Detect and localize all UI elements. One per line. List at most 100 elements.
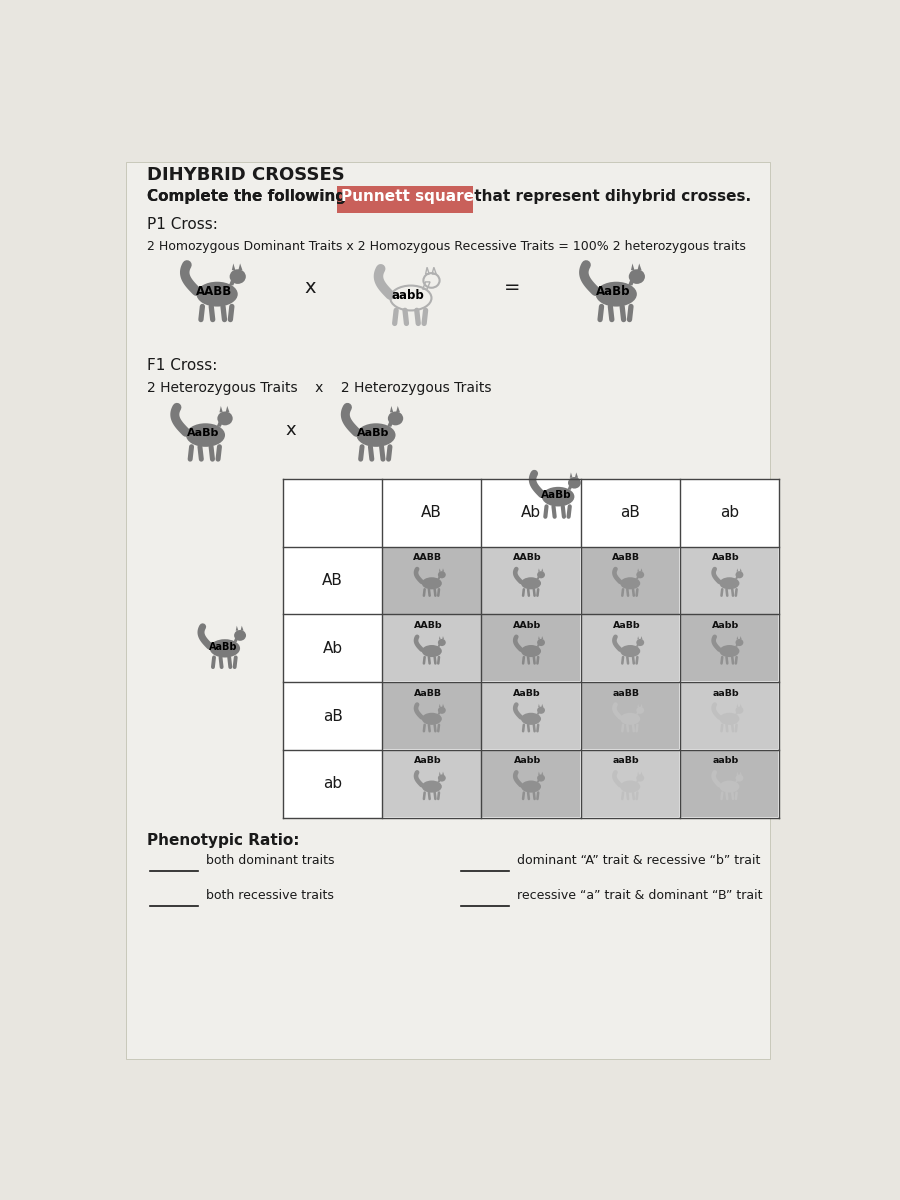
Ellipse shape [521, 713, 541, 725]
Ellipse shape [521, 646, 541, 658]
Text: AaBb: AaBb [209, 642, 237, 652]
Text: ab: ab [720, 505, 739, 521]
Polygon shape [541, 704, 544, 707]
Text: x: x [304, 278, 316, 298]
Polygon shape [736, 704, 738, 707]
Polygon shape [437, 779, 441, 782]
Ellipse shape [620, 577, 640, 589]
Ellipse shape [422, 713, 442, 725]
Polygon shape [226, 406, 230, 413]
Text: 2 Heterozygous Traits    x    2 Heterozygous Traits: 2 Heterozygous Traits x 2 Heterozygous T… [148, 382, 492, 395]
Text: AaBb: AaBb [357, 428, 390, 438]
Polygon shape [234, 636, 239, 642]
Text: AaBB: AaBB [612, 553, 640, 562]
Ellipse shape [735, 638, 743, 646]
Ellipse shape [537, 774, 545, 781]
Polygon shape [437, 643, 441, 647]
Text: Phenotypic Ratio:: Phenotypic Ratio: [148, 833, 300, 848]
Polygon shape [735, 576, 739, 580]
Ellipse shape [422, 780, 442, 793]
Polygon shape [740, 772, 742, 775]
Text: Ab: Ab [521, 505, 541, 521]
Text: x: x [285, 421, 296, 439]
Bar [680, 751, 778, 817]
Polygon shape [631, 264, 634, 270]
Polygon shape [442, 704, 444, 707]
Text: ab: ab [323, 776, 342, 791]
Text: that represent dihybrid crosses.: that represent dihybrid crosses. [469, 188, 751, 204]
Ellipse shape [196, 282, 238, 306]
Polygon shape [541, 569, 544, 571]
Bar [383, 751, 481, 817]
Ellipse shape [636, 774, 644, 781]
Text: Complete the following: Complete the following [148, 188, 352, 204]
Text: aaBb: aaBb [712, 689, 739, 697]
Text: AABB: AABB [196, 286, 232, 299]
Polygon shape [442, 636, 444, 640]
Polygon shape [240, 625, 244, 631]
Polygon shape [439, 569, 441, 571]
FancyBboxPatch shape [337, 186, 473, 214]
Polygon shape [740, 569, 742, 571]
Polygon shape [442, 569, 444, 571]
Polygon shape [439, 772, 441, 775]
Ellipse shape [210, 640, 240, 658]
Polygon shape [735, 779, 739, 782]
Ellipse shape [218, 412, 233, 425]
Polygon shape [636, 710, 640, 714]
Text: Aabb: Aabb [712, 620, 739, 630]
Ellipse shape [537, 571, 545, 578]
Text: AaBb: AaBb [712, 553, 739, 562]
Bar [581, 547, 679, 613]
Text: AB: AB [322, 574, 343, 588]
Bar [283, 479, 779, 817]
Polygon shape [437, 710, 441, 714]
Polygon shape [439, 704, 441, 707]
Text: aabb: aabb [713, 756, 739, 766]
Polygon shape [538, 569, 540, 571]
Text: recessive “a” trait & dominant “B” trait: recessive “a” trait & dominant “B” trait [517, 889, 762, 901]
Text: both dominant traits: both dominant traits [205, 854, 334, 868]
Bar [482, 751, 580, 817]
Polygon shape [536, 779, 540, 782]
Ellipse shape [719, 646, 740, 658]
Ellipse shape [438, 571, 446, 578]
Ellipse shape [735, 774, 743, 781]
Ellipse shape [629, 269, 645, 284]
Bar [383, 616, 481, 682]
Ellipse shape [537, 638, 545, 646]
Bar [383, 547, 481, 613]
Ellipse shape [422, 646, 442, 658]
Text: aB: aB [323, 709, 343, 724]
Polygon shape [567, 484, 573, 490]
Text: Punnett squares: Punnett squares [341, 188, 483, 204]
Ellipse shape [438, 774, 446, 781]
Polygon shape [538, 704, 540, 707]
Text: AaBb: AaBb [513, 689, 541, 697]
Ellipse shape [719, 577, 740, 589]
Ellipse shape [388, 412, 403, 425]
Text: AABB: AABB [413, 553, 443, 562]
Polygon shape [538, 772, 540, 775]
Bar [680, 547, 778, 613]
Text: =: = [503, 278, 520, 298]
Text: Complete the following: Complete the following [148, 188, 352, 204]
Bar [581, 683, 679, 749]
Text: AaBb: AaBb [186, 428, 219, 438]
Ellipse shape [542, 487, 574, 506]
Text: 2 Homozygous Dominant Traits x 2 Homozygous Recessive Traits = 100% 2 heterozygo: 2 Homozygous Dominant Traits x 2 Homozyg… [148, 240, 746, 253]
Text: AaBb: AaBb [414, 756, 442, 766]
Text: DIHYBRID CROSSES: DIHYBRID CROSSES [148, 166, 345, 184]
Ellipse shape [719, 713, 740, 725]
Ellipse shape [422, 577, 442, 589]
Ellipse shape [438, 638, 446, 646]
Ellipse shape [234, 630, 246, 641]
Polygon shape [536, 710, 540, 714]
FancyBboxPatch shape [126, 162, 770, 1058]
Ellipse shape [735, 707, 743, 714]
Ellipse shape [636, 638, 644, 646]
Text: aB: aB [620, 505, 640, 521]
Polygon shape [220, 406, 223, 413]
Polygon shape [736, 772, 738, 775]
Polygon shape [641, 704, 643, 707]
